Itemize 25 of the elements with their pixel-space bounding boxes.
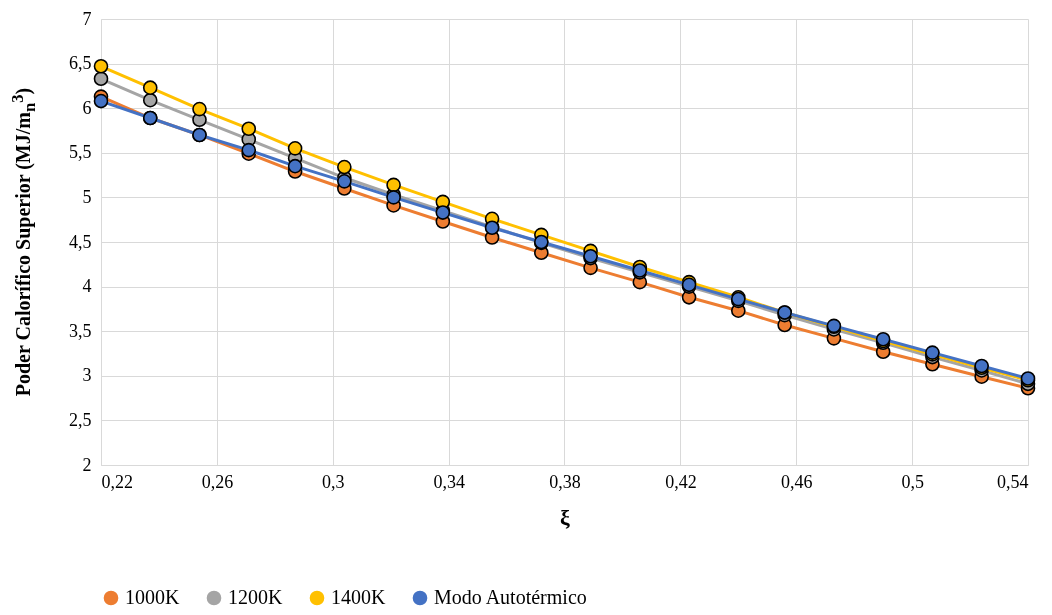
- legend-label: Modo Autotérmico: [434, 586, 587, 608]
- y-tick-label: 4: [82, 276, 92, 297]
- y-tick-label: 2,5: [69, 409, 92, 430]
- y-tick-label: 6,5: [69, 53, 92, 74]
- x-tick-label: 0,3: [322, 471, 345, 492]
- legend-label: 1000K: [125, 586, 180, 608]
- y-tick-label: 6: [82, 97, 92, 118]
- y-tick-label: 3,5: [69, 320, 92, 341]
- y-tick-label: 2: [82, 454, 92, 475]
- y-tick-label: 3: [82, 365, 92, 386]
- x-tick-label: 0,42: [665, 471, 697, 492]
- y-tick-label: 4,5: [69, 231, 92, 252]
- legend-label: 1200K: [228, 586, 283, 608]
- x-axis-title: ξ: [560, 504, 571, 530]
- y-tick-label: 7: [82, 8, 92, 29]
- x-tick-label: 0,22: [101, 471, 133, 492]
- x-tick-label: 0,26: [201, 471, 234, 492]
- x-tick-label: 0,5: [901, 471, 924, 492]
- x-tick-label: 0,34: [433, 471, 465, 492]
- x-tick-label: 0,46: [781, 471, 813, 492]
- legend-label: 1400K: [331, 586, 386, 608]
- x-tick-label: 0,38: [549, 471, 581, 492]
- x-tick-label: 0,54: [997, 471, 1029, 492]
- y-tick-label: 5: [82, 186, 92, 207]
- y-tick-label: 5,5: [69, 142, 92, 163]
